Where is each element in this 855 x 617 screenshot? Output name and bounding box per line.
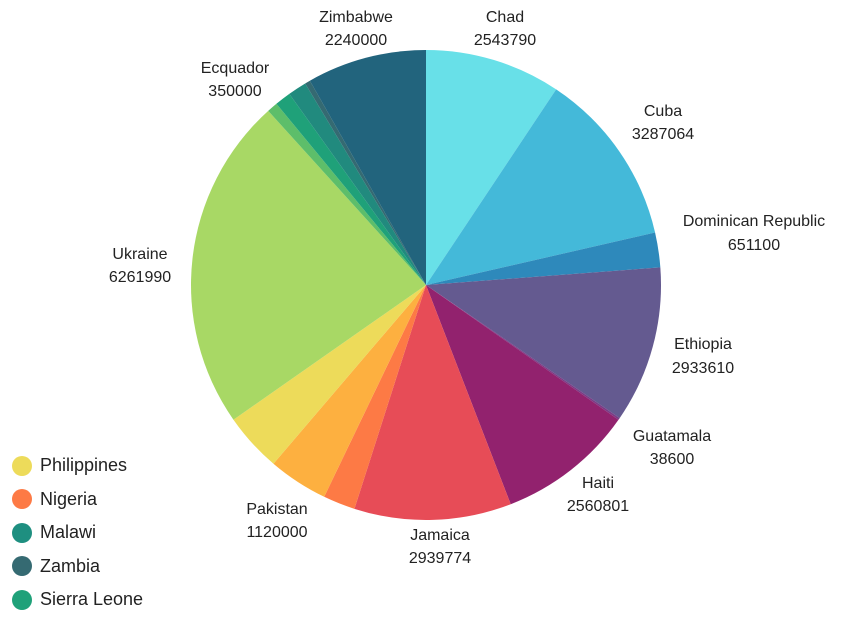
slice-value-ethiopia: 2933610 bbox=[672, 360, 734, 377]
legend-item-nigeria[interactable]: Nigeria bbox=[12, 483, 143, 517]
slice-label-ethiopia: Ethiopia bbox=[674, 336, 732, 353]
slice-label-ecquador: Ecquador bbox=[201, 60, 270, 77]
legend-swatch-nigeria bbox=[12, 489, 32, 510]
slice-value-guatamala: 38600 bbox=[650, 451, 695, 468]
slice-value-ecquador: 350000 bbox=[208, 83, 261, 100]
slice-philippines[interactable] bbox=[233, 285, 426, 464]
slice-label-chad: Chad bbox=[486, 9, 524, 26]
legend-swatch-philippines bbox=[12, 455, 32, 476]
legend-label-nigeria: Nigeria bbox=[40, 488, 98, 509]
slice-ethiopia[interactable] bbox=[426, 267, 661, 419]
slice-value-zimbabwe: 2240000 bbox=[325, 32, 387, 49]
slice-zimbabwe[interactable] bbox=[309, 50, 426, 285]
legend-label-sierra-leone: Sierra Leone bbox=[40, 589, 144, 610]
slice-zambia[interactable] bbox=[305, 80, 426, 286]
slice-ecquador[interactable] bbox=[289, 83, 426, 285]
slice-label-guatamala: Guatamala bbox=[633, 428, 711, 445]
legend-item-sierra-leone[interactable]: Sierra Leone bbox=[12, 583, 143, 617]
legend-label-philippines: Philippines bbox=[40, 455, 128, 476]
slice-cuba[interactable] bbox=[426, 89, 656, 285]
slice-haiti[interactable] bbox=[426, 285, 619, 505]
legend-item-philippines[interactable]: Philippines bbox=[12, 449, 143, 483]
legend-label-malawi: Malawi bbox=[40, 522, 97, 543]
slice-dominican-republic[interactable] bbox=[426, 232, 661, 285]
slice-guatamala[interactable] bbox=[426, 285, 620, 420]
slice-chad[interactable] bbox=[426, 50, 557, 285]
slice-nigeria[interactable] bbox=[324, 285, 426, 509]
slice-sierra-leone[interactable] bbox=[268, 103, 426, 285]
slice-jamaica[interactable] bbox=[354, 285, 511, 520]
slice-label-dominican-republic: Dominican Republic bbox=[683, 213, 825, 230]
slice-malawi[interactable] bbox=[276, 93, 426, 285]
slice-value-jamaica: 2939774 bbox=[409, 550, 471, 567]
slice-pakistan[interactable] bbox=[273, 285, 426, 497]
legend-swatch-malawi bbox=[12, 522, 32, 543]
legend-item-zambia[interactable]: Zambia bbox=[12, 550, 143, 584]
slice-value-haiti: 2560801 bbox=[567, 498, 629, 515]
slice-label-ukraine: Ukraine bbox=[112, 246, 167, 263]
slice-value-cuba: 3287064 bbox=[632, 126, 694, 143]
slice-ukraine[interactable] bbox=[191, 110, 426, 420]
legend-swatch-sierra-leone bbox=[12, 589, 32, 610]
slice-value-chad: 2543790 bbox=[474, 32, 536, 49]
slice-label-cuba: Cuba bbox=[644, 103, 682, 120]
slice-value-dominican-republic: 651100 bbox=[728, 237, 780, 254]
legend-swatch-zambia bbox=[12, 556, 32, 577]
slice-label-jamaica: Jamaica bbox=[410, 527, 470, 544]
legend-label-zambia: Zambia bbox=[40, 555, 101, 576]
chart-legend: Philippines Nigeria Malawi Zambia Sierra Leo… bbox=[12, 449, 143, 617]
legend-item-malawi[interactable]: Malawi bbox=[12, 516, 143, 550]
slice-label-pakistan: Pakistan bbox=[246, 501, 307, 518]
slice-label-haiti: Haiti bbox=[582, 475, 614, 492]
slice-label-zimbabwe: Zimbabwe bbox=[319, 9, 393, 26]
slice-value-pakistan: 1120000 bbox=[246, 524, 307, 541]
slice-value-ukraine: 6261990 bbox=[109, 269, 171, 286]
